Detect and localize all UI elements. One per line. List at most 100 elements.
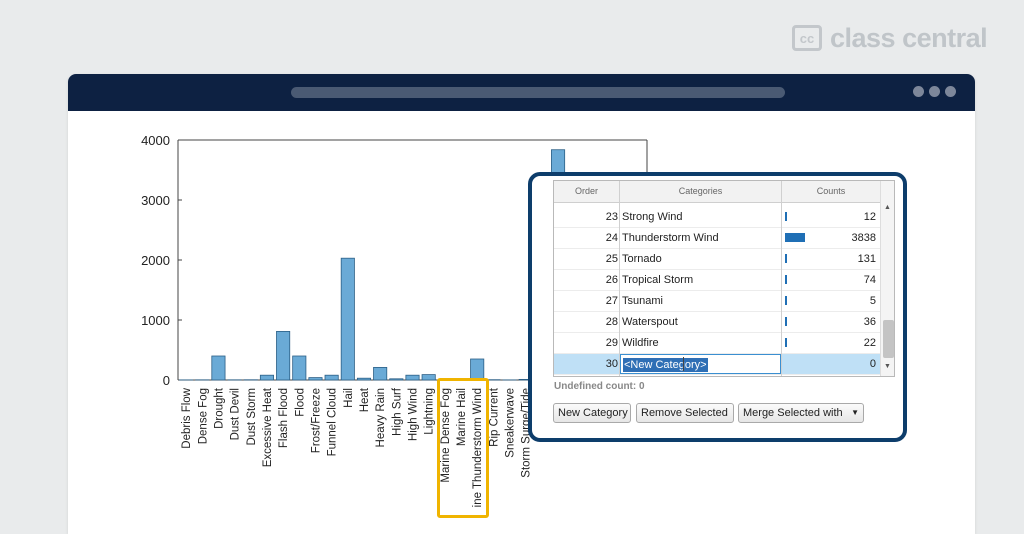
- x-tick-label: Frost/Freeze: [310, 388, 322, 453]
- column-header-counts[interactable]: Counts: [782, 181, 880, 202]
- x-tick-label: High Wind: [408, 388, 420, 441]
- row-count: 5: [870, 291, 876, 311]
- bar: [341, 258, 354, 380]
- column-header-order[interactable]: Order: [554, 181, 620, 202]
- bar: [276, 331, 289, 380]
- table-scrollbar[interactable]: ▲ ▼: [880, 181, 895, 376]
- row-order: 27: [554, 291, 618, 311]
- x-tick-label: Debris Flow: [181, 387, 193, 448]
- bar: [374, 367, 387, 380]
- bar: [406, 375, 419, 380]
- count-bar: [785, 338, 787, 347]
- new-category-row[interactable]: 30 <New Category> 0: [554, 354, 880, 375]
- row-count: 3838: [852, 228, 876, 248]
- window-dot-icon[interactable]: [929, 86, 940, 97]
- x-tick-label: Hail: [343, 388, 355, 408]
- count-bar: [785, 233, 805, 242]
- class-central-brand: cc class central: [792, 22, 987, 54]
- bar: [471, 359, 484, 380]
- x-tick-label: Sneakerwave: [505, 388, 517, 458]
- address-bar[interactable]: [291, 87, 785, 98]
- x-tick-label: Lightning: [424, 388, 436, 435]
- bar: [390, 379, 403, 380]
- scroll-up-icon[interactable]: ▲: [884, 204, 891, 211]
- table-header: Order Categories Counts: [554, 181, 880, 203]
- y-tick-label: 0: [163, 373, 170, 388]
- x-tick-label: Excessive Heat: [262, 387, 274, 467]
- scroll-down-icon[interactable]: ▼: [884, 363, 891, 370]
- x-tick-label: Drought: [213, 387, 225, 429]
- window-dot-icon[interactable]: [945, 86, 956, 97]
- bar: [260, 375, 273, 380]
- scroll-thumb[interactable]: [883, 320, 894, 358]
- row-count: 0: [870, 354, 876, 374]
- row-order: 28: [554, 312, 618, 332]
- row-order: 23: [554, 207, 618, 227]
- y-tick-label: 4000: [141, 133, 170, 148]
- row-category: Strong Wind: [622, 207, 782, 227]
- count-bar: [785, 254, 787, 263]
- x-tick-label: Flood: [294, 388, 306, 417]
- row-order: 26: [554, 270, 618, 290]
- brand-name: class central: [830, 23, 987, 54]
- column-header-categories[interactable]: Categories: [620, 181, 782, 202]
- bar: [309, 378, 322, 380]
- text-cursor-icon: [683, 357, 684, 371]
- row-count: 36: [864, 312, 876, 332]
- row-order: 24: [554, 228, 618, 248]
- merge-selected-dropdown[interactable]: Merge Selected with ▼: [738, 403, 864, 423]
- window-dot-icon[interactable]: [913, 86, 924, 97]
- row-category: Wildfire: [622, 333, 782, 353]
- count-bar: [785, 317, 787, 326]
- column-divider: [619, 181, 620, 377]
- remove-selected-button[interactable]: Remove Selected: [636, 403, 734, 423]
- row-order: 25: [554, 249, 618, 269]
- y-tick-label: 3000: [141, 193, 170, 208]
- column-divider: [781, 181, 782, 377]
- x-tick-label: Flash Flood: [278, 388, 290, 448]
- count-bar: [785, 296, 787, 305]
- x-tick-label: High Surf: [391, 387, 403, 436]
- chevron-down-icon: ▼: [851, 404, 859, 422]
- bar: [357, 378, 370, 380]
- class-central-logo-icon: cc: [792, 25, 822, 51]
- row-category: Waterspout: [622, 312, 782, 332]
- x-tick-label: Dust Devil: [230, 388, 242, 440]
- bar: [422, 375, 435, 380]
- x-tick-label: Heavy Rain: [375, 388, 387, 447]
- highlight-box: [437, 378, 489, 518]
- count-bar: [785, 212, 787, 221]
- x-tick-label: Heat: [359, 387, 371, 412]
- bar: [212, 356, 225, 380]
- new-category-button[interactable]: New Category: [553, 403, 631, 423]
- category-edit-input[interactable]: <New Category>: [620, 354, 781, 374]
- row-count: 12: [864, 207, 876, 227]
- new-category-text: <New Category>: [623, 358, 708, 372]
- row-order: 30: [554, 354, 618, 374]
- row-category: Tornado: [622, 249, 782, 269]
- bar: [325, 375, 338, 380]
- window-titlebar: [68, 74, 975, 111]
- y-tick-label: 2000: [141, 253, 170, 268]
- bar: [293, 356, 306, 380]
- x-tick-label: Dense Fog: [197, 388, 209, 444]
- row-count: 74: [864, 270, 876, 290]
- merge-selected-label: Merge Selected with: [743, 407, 843, 419]
- x-tick-label: Rip Current: [488, 387, 500, 447]
- row-order: 29: [554, 333, 618, 353]
- count-bar: [785, 275, 787, 284]
- x-tick-label: Funnel Cloud: [327, 388, 339, 456]
- row-count: 22: [864, 333, 876, 353]
- row-category: Tropical Storm: [622, 270, 782, 290]
- row-category: Thunderstorm Wind: [622, 228, 782, 248]
- undefined-count: Undefined count: 0: [554, 381, 645, 392]
